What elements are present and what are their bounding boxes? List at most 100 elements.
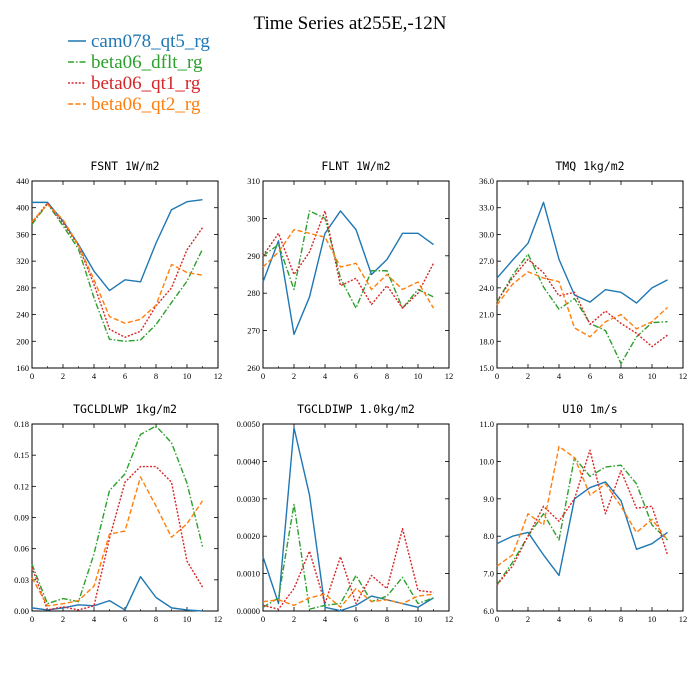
y-tick-label: 0.15 — [14, 450, 29, 460]
x-tick-label: 2 — [61, 614, 65, 624]
x-tick-label: 6 — [123, 614, 127, 624]
x-tick-label: 2 — [526, 371, 530, 381]
y-tick-label: 0.12 — [14, 481, 29, 491]
y-tick-label: 0.0040 — [237, 456, 260, 466]
y-tick-label: 36.0 — [479, 176, 494, 186]
chart-panel: FSNT 1W/m2 0 2 4 6 8 10 12 160 200 240 280 320 360 400… — [16, 159, 222, 381]
x-tick-label: 12 — [445, 371, 454, 381]
y-tick-label: 7.0 — [483, 569, 494, 579]
series-line-cam078_qt5_rg — [262, 427, 434, 612]
y-tick-label: 0.0010 — [237, 569, 260, 579]
x-tick-label: 0 — [30, 614, 34, 624]
series-line-beta06_qt1_rg — [496, 258, 668, 348]
y-tick-label: 240 — [16, 310, 29, 320]
x-tick-label: 8 — [154, 614, 158, 624]
plot-frame — [262, 423, 450, 612]
x-tick-label: 2 — [292, 371, 296, 381]
series-line-beta06_qt1_rg — [262, 210, 435, 309]
panel-title: U10 1m/s — [562, 402, 617, 416]
x-tick-label: 4 — [92, 371, 97, 381]
y-tick-label: 0.0050 — [237, 419, 260, 429]
y-tick-label: 270 — [247, 326, 260, 336]
y-tick-label: 24.0 — [479, 283, 494, 293]
plot-frame — [31, 423, 219, 612]
y-tick-label: 280 — [247, 288, 260, 298]
series-line-beta06_dflt_rg — [31, 203, 204, 342]
x-tick-label: 8 — [619, 371, 623, 381]
x-tick-label: 8 — [154, 371, 158, 381]
x-tick-label: 8 — [385, 614, 389, 624]
y-tick-label: 10.0 — [479, 456, 494, 466]
chart-panel: TGCLDIWP 1.0kg/m2 0 2 4 6 8 10 12 0.0000 0.0010 0.… — [237, 402, 454, 624]
x-tick-label: 0 — [261, 614, 265, 624]
y-tick-label: 200 — [16, 336, 29, 346]
series-line-beta06_qt2_rg — [262, 587, 434, 608]
legend-label: beta06_qt1_rg — [91, 73, 201, 94]
y-tick-label: 0.00 — [14, 606, 29, 616]
series-line-beta06_qt2_rg — [31, 476, 204, 607]
x-tick-label: 12 — [214, 371, 223, 381]
y-tick-label: 0.0020 — [237, 531, 260, 541]
chart-panel: TGCLDLWP 1kg/m2 0 2 4 6 8 10 12 0.00 0.03 0.06 0.09… — [14, 402, 222, 624]
x-tick-label: 2 — [292, 614, 296, 624]
x-tick-label: 4 — [323, 614, 328, 624]
series-line-beta06_qt1_rg — [31, 465, 204, 611]
x-tick-label: 12 — [214, 614, 223, 624]
x-tick-label: 6 — [354, 371, 358, 381]
x-tick-label: 6 — [588, 614, 592, 624]
y-tick-label: 15.0 — [479, 363, 494, 373]
x-tick-label: 12 — [679, 614, 688, 624]
y-tick-label: 0.03 — [14, 575, 29, 585]
x-tick-label: 0 — [30, 371, 34, 381]
panel-title: TGCLDIWP 1.0kg/m2 — [297, 402, 415, 416]
y-tick-label: 11.0 — [479, 419, 494, 429]
legend-item: beta06_dflt_rg — [68, 52, 203, 73]
series-line-beta06_qt1_rg — [496, 449, 669, 586]
x-tick-label: 4 — [557, 614, 562, 624]
y-tick-label: 160 — [16, 363, 29, 373]
figure-title: Time Series at255E,-12N — [254, 13, 447, 34]
x-tick-label: 4 — [92, 614, 97, 624]
panel-title: TMQ 1kg/m2 — [555, 159, 624, 173]
x-tick-label: 8 — [385, 371, 389, 381]
y-tick-label: 440 — [16, 176, 29, 186]
x-tick-label: 10 — [183, 371, 192, 381]
y-tick-label: 27.0 — [479, 256, 494, 266]
legend-label: beta06_dflt_rg — [91, 52, 203, 73]
x-tick-label: 4 — [323, 371, 328, 381]
series-line-beta06_dflt_rg — [496, 253, 668, 365]
x-tick-label: 10 — [183, 614, 192, 624]
legend-label: beta06_qt2_rg — [91, 94, 201, 115]
y-tick-label: 33.0 — [479, 203, 494, 213]
x-tick-label: 8 — [619, 614, 623, 624]
y-tick-label: 0.0030 — [237, 494, 260, 504]
series-line-beta06_qt2_rg — [31, 203, 203, 324]
y-tick-label: 0.06 — [14, 544, 29, 554]
y-tick-label: 21.0 — [479, 310, 494, 320]
y-tick-label: 0.09 — [14, 513, 29, 523]
x-tick-label: 12 — [445, 614, 454, 624]
x-tick-label: 10 — [648, 371, 657, 381]
x-tick-label: 6 — [588, 371, 592, 381]
series-line-cam078_qt5_rg — [496, 481, 668, 577]
y-tick-label: 9.0 — [483, 494, 494, 504]
series-line-beta06_qt2_rg — [496, 445, 669, 567]
y-tick-label: 310 — [247, 176, 260, 186]
x-tick-label: 0 — [495, 371, 499, 381]
x-tick-label: 0 — [495, 614, 499, 624]
series-line-beta06_dflt_rg — [262, 503, 434, 610]
series-line-beta06_dflt_rg — [31, 425, 204, 605]
y-tick-label: 6.0 — [483, 606, 494, 616]
y-tick-label: 280 — [16, 283, 29, 293]
series-line-beta06_qt1_rg — [31, 202, 204, 338]
legend-item: cam078_qt5_rg — [68, 31, 210, 52]
panel-title: FLNT 1W/m2 — [321, 159, 390, 173]
x-tick-label: 4 — [557, 371, 562, 381]
series-line-cam078_qt5_rg — [262, 210, 434, 336]
x-tick-label: 10 — [414, 614, 423, 624]
x-tick-label: 10 — [414, 371, 423, 381]
series-line-cam078_qt5_rg — [496, 201, 668, 304]
x-tick-label: 6 — [123, 371, 127, 381]
panels: FSNT 1W/m20 2 4 6 8 10 12160200240280320360400… — [14, 159, 687, 624]
series-line-beta06_dflt_rg — [496, 456, 668, 586]
